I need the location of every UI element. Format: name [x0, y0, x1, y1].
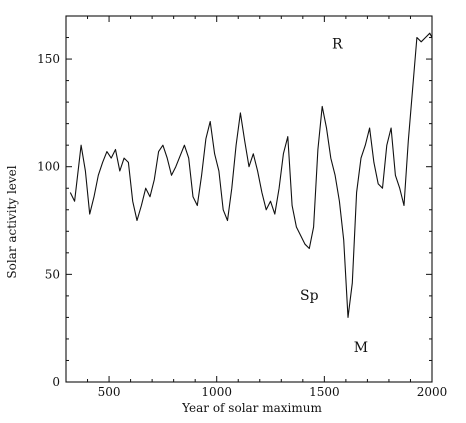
series-line [69, 32, 433, 318]
x-axis-title: Year of solar maximum [181, 401, 322, 415]
annotation-sp: Sp [300, 288, 319, 304]
x-tick-label: 1500 [309, 385, 340, 399]
y-tick-label: 150 [37, 52, 60, 66]
y-tick-label: 100 [37, 160, 60, 174]
x-tick-label: 2000 [417, 385, 448, 399]
x-tick-label: 1000 [201, 385, 232, 399]
x-tick-label: 500 [98, 385, 121, 399]
y-axis-title: Solar activity level [5, 165, 19, 278]
y-tick-label: 50 [45, 267, 60, 281]
y-tick-label: 0 [52, 375, 60, 389]
plot-frame [65, 15, 433, 383]
annotation-r: R [332, 36, 343, 52]
annotation-m: M [354, 340, 368, 356]
